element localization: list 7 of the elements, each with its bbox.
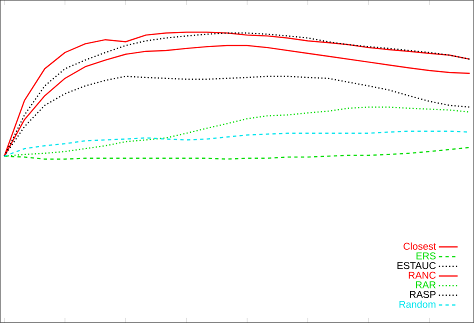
legend-label: RANC xyxy=(408,272,436,279)
legend-label: RASP xyxy=(410,290,436,298)
legend-label: Closest xyxy=(404,242,436,250)
legend-label: Random xyxy=(399,300,436,308)
legend-label: RAR xyxy=(416,281,436,288)
legend-label: ESTAUC xyxy=(397,262,436,270)
legend-label: ERS xyxy=(416,252,436,260)
